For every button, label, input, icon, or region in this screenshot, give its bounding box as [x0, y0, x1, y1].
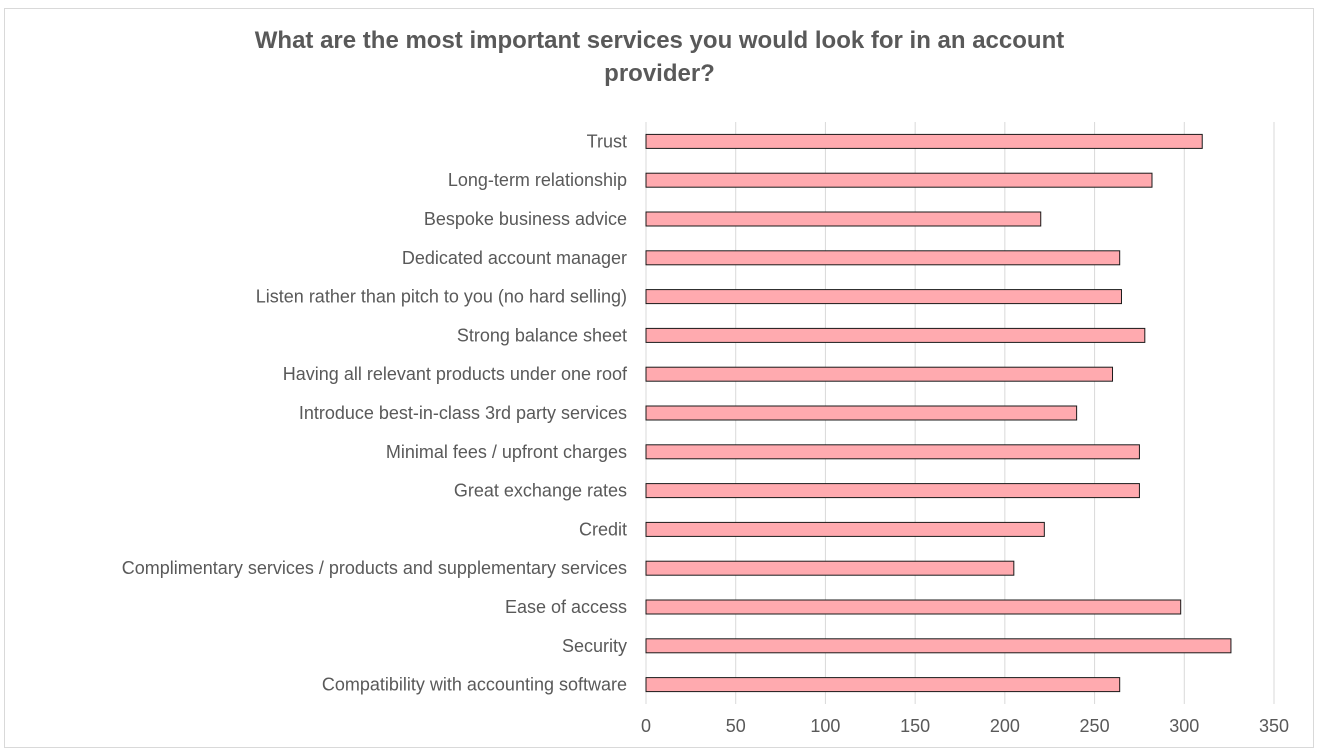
category-label: Having all relevant products under one r…	[283, 364, 628, 384]
bar	[645, 133, 1203, 149]
category-label: Compatibility with accounting software	[322, 675, 627, 695]
category-label: Trust	[587, 131, 627, 151]
category-label: Introduce best-in-class 3rd party servic…	[299, 403, 627, 423]
category-label: Bespoke business advice	[424, 209, 627, 229]
category-label: Minimal fees / upfront charges	[386, 442, 627, 462]
bar	[645, 677, 1121, 693]
bar	[645, 638, 1232, 654]
bar	[645, 483, 1140, 499]
category-label: Great exchange rates	[454, 481, 627, 501]
bar	[645, 250, 1121, 266]
x-tick-label: 200	[990, 716, 1020, 736]
bar	[645, 366, 1114, 382]
category-label: Dedicated account manager	[402, 248, 627, 268]
x-tick-label: 150	[900, 716, 930, 736]
x-tick-label: 300	[1169, 716, 1199, 736]
category-label: Complimentary services / products and su…	[122, 558, 627, 578]
x-tick-label: 350	[1259, 716, 1289, 736]
bar	[645, 599, 1182, 615]
chart-title: What are the most important services you…	[254, 27, 1065, 87]
category-label: Ease of access	[505, 597, 627, 617]
x-tick-label: 0	[641, 716, 651, 736]
bar	[645, 444, 1140, 460]
bar	[645, 560, 1015, 576]
bar	[645, 172, 1153, 188]
category-label: Credit	[579, 519, 627, 539]
bar	[645, 211, 1042, 227]
x-tick-label: 250	[1080, 716, 1110, 736]
bar	[645, 289, 1122, 305]
category-label: Security	[562, 636, 627, 656]
category-label: Long-term relationship	[448, 170, 627, 190]
category-label: Strong balance sheet	[457, 325, 627, 345]
bar	[645, 405, 1078, 421]
x-tick-label: 50	[726, 716, 746, 736]
category-label: Listen rather than pitch to you (no hard…	[256, 287, 627, 307]
x-tick-label: 100	[810, 716, 840, 736]
bar	[645, 327, 1146, 343]
bar	[645, 521, 1045, 537]
